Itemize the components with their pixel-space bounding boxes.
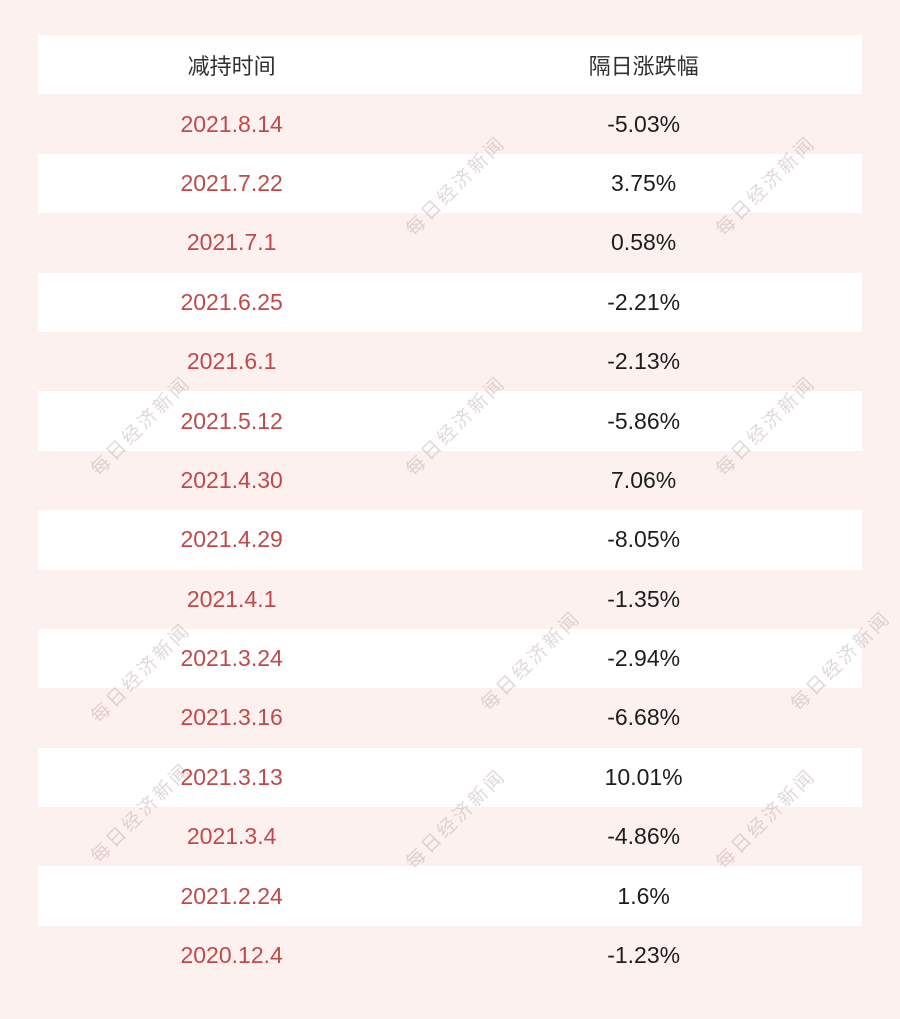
next-day-change: 0.58% xyxy=(611,229,677,256)
table-row: 2021.6.1 -2.13% xyxy=(38,332,862,391)
reduction-date: 2021.3.16 xyxy=(180,704,283,731)
table-row: 2020.12.4 -1.23% xyxy=(38,926,862,985)
next-day-change: -5.03% xyxy=(607,110,681,137)
reduction-date: 2021.3.13 xyxy=(180,763,283,790)
reduction-date: 2021.5.12 xyxy=(180,407,283,434)
next-day-change: -2.21% xyxy=(607,288,681,315)
next-day-change: 1.6% xyxy=(617,882,670,909)
table-header-row: 减持时间 隔日涨跌幅 xyxy=(38,35,862,95)
reduction-date: 2020.12.4 xyxy=(180,942,283,969)
reduction-date: 2021.3.4 xyxy=(186,823,277,850)
table-row: 2021.4.30 7.06% xyxy=(38,451,862,510)
next-day-change: -6.68% xyxy=(607,704,681,731)
next-day-change: 3.75% xyxy=(611,169,677,196)
next-day-change: -5.86% xyxy=(607,407,681,434)
next-day-change: -2.13% xyxy=(607,348,681,375)
reduction-date: 2021.7.1 xyxy=(186,229,277,256)
reduction-date: 2021.6.1 xyxy=(186,348,277,375)
next-day-change: -8.05% xyxy=(607,526,681,553)
table-row: 2021.7.22 3.75% xyxy=(38,153,862,214)
table-row: 2021.8.14 -5.03% xyxy=(38,94,862,153)
table-row: 2021.3.4 -4.86% xyxy=(38,807,862,866)
table-row: 2021.3.16 -6.68% xyxy=(38,688,862,747)
table-row: 2021.3.13 10.01% xyxy=(38,747,862,808)
reduction-date: 2021.3.24 xyxy=(180,645,283,672)
reduction-date: 2021.8.14 xyxy=(180,110,283,137)
next-day-change: -4.86% xyxy=(607,823,681,850)
reduction-table: 减持时间 隔日涨跌幅 2021.8.14 -5.03% 2021.7.22 3.75%… xyxy=(38,35,862,985)
table-row: 2021.5.12 -5.86% xyxy=(38,391,862,451)
next-day-change: 7.06% xyxy=(611,466,677,493)
next-day-change: 10.01% xyxy=(604,763,683,790)
reduction-date: 2021.2.24 xyxy=(180,882,283,909)
table-body: 2021.8.14 -5.03% 2021.7.22 3.75% 2021.7.1 0.5… xyxy=(38,94,862,985)
table-row: 2021.7.1 0.58% xyxy=(38,213,862,272)
next-day-change: -2.94% xyxy=(607,645,681,672)
table-row: 2021.2.24 1.6% xyxy=(38,866,862,926)
header-next-day-change: 隔日涨跌幅 xyxy=(588,53,699,79)
header-reduction-time: 减持时间 xyxy=(187,53,276,79)
reduction-date: 2021.6.25 xyxy=(180,288,283,315)
next-day-change: -1.35% xyxy=(607,585,681,612)
reduction-date: 2021.4.29 xyxy=(180,526,283,553)
table-row: 2021.6.25 -2.21% xyxy=(38,272,862,332)
reduction-date: 2021.7.22 xyxy=(180,169,283,196)
next-day-change: -1.23% xyxy=(607,942,681,969)
table-row: 2021.4.29 -8.05% xyxy=(38,510,862,570)
reduction-date: 2021.4.1 xyxy=(186,585,277,612)
reduction-date: 2021.4.30 xyxy=(180,466,283,493)
table-row: 2021.3.24 -2.94% xyxy=(38,628,862,689)
table-row: 2021.4.1 -1.35% xyxy=(38,570,862,629)
